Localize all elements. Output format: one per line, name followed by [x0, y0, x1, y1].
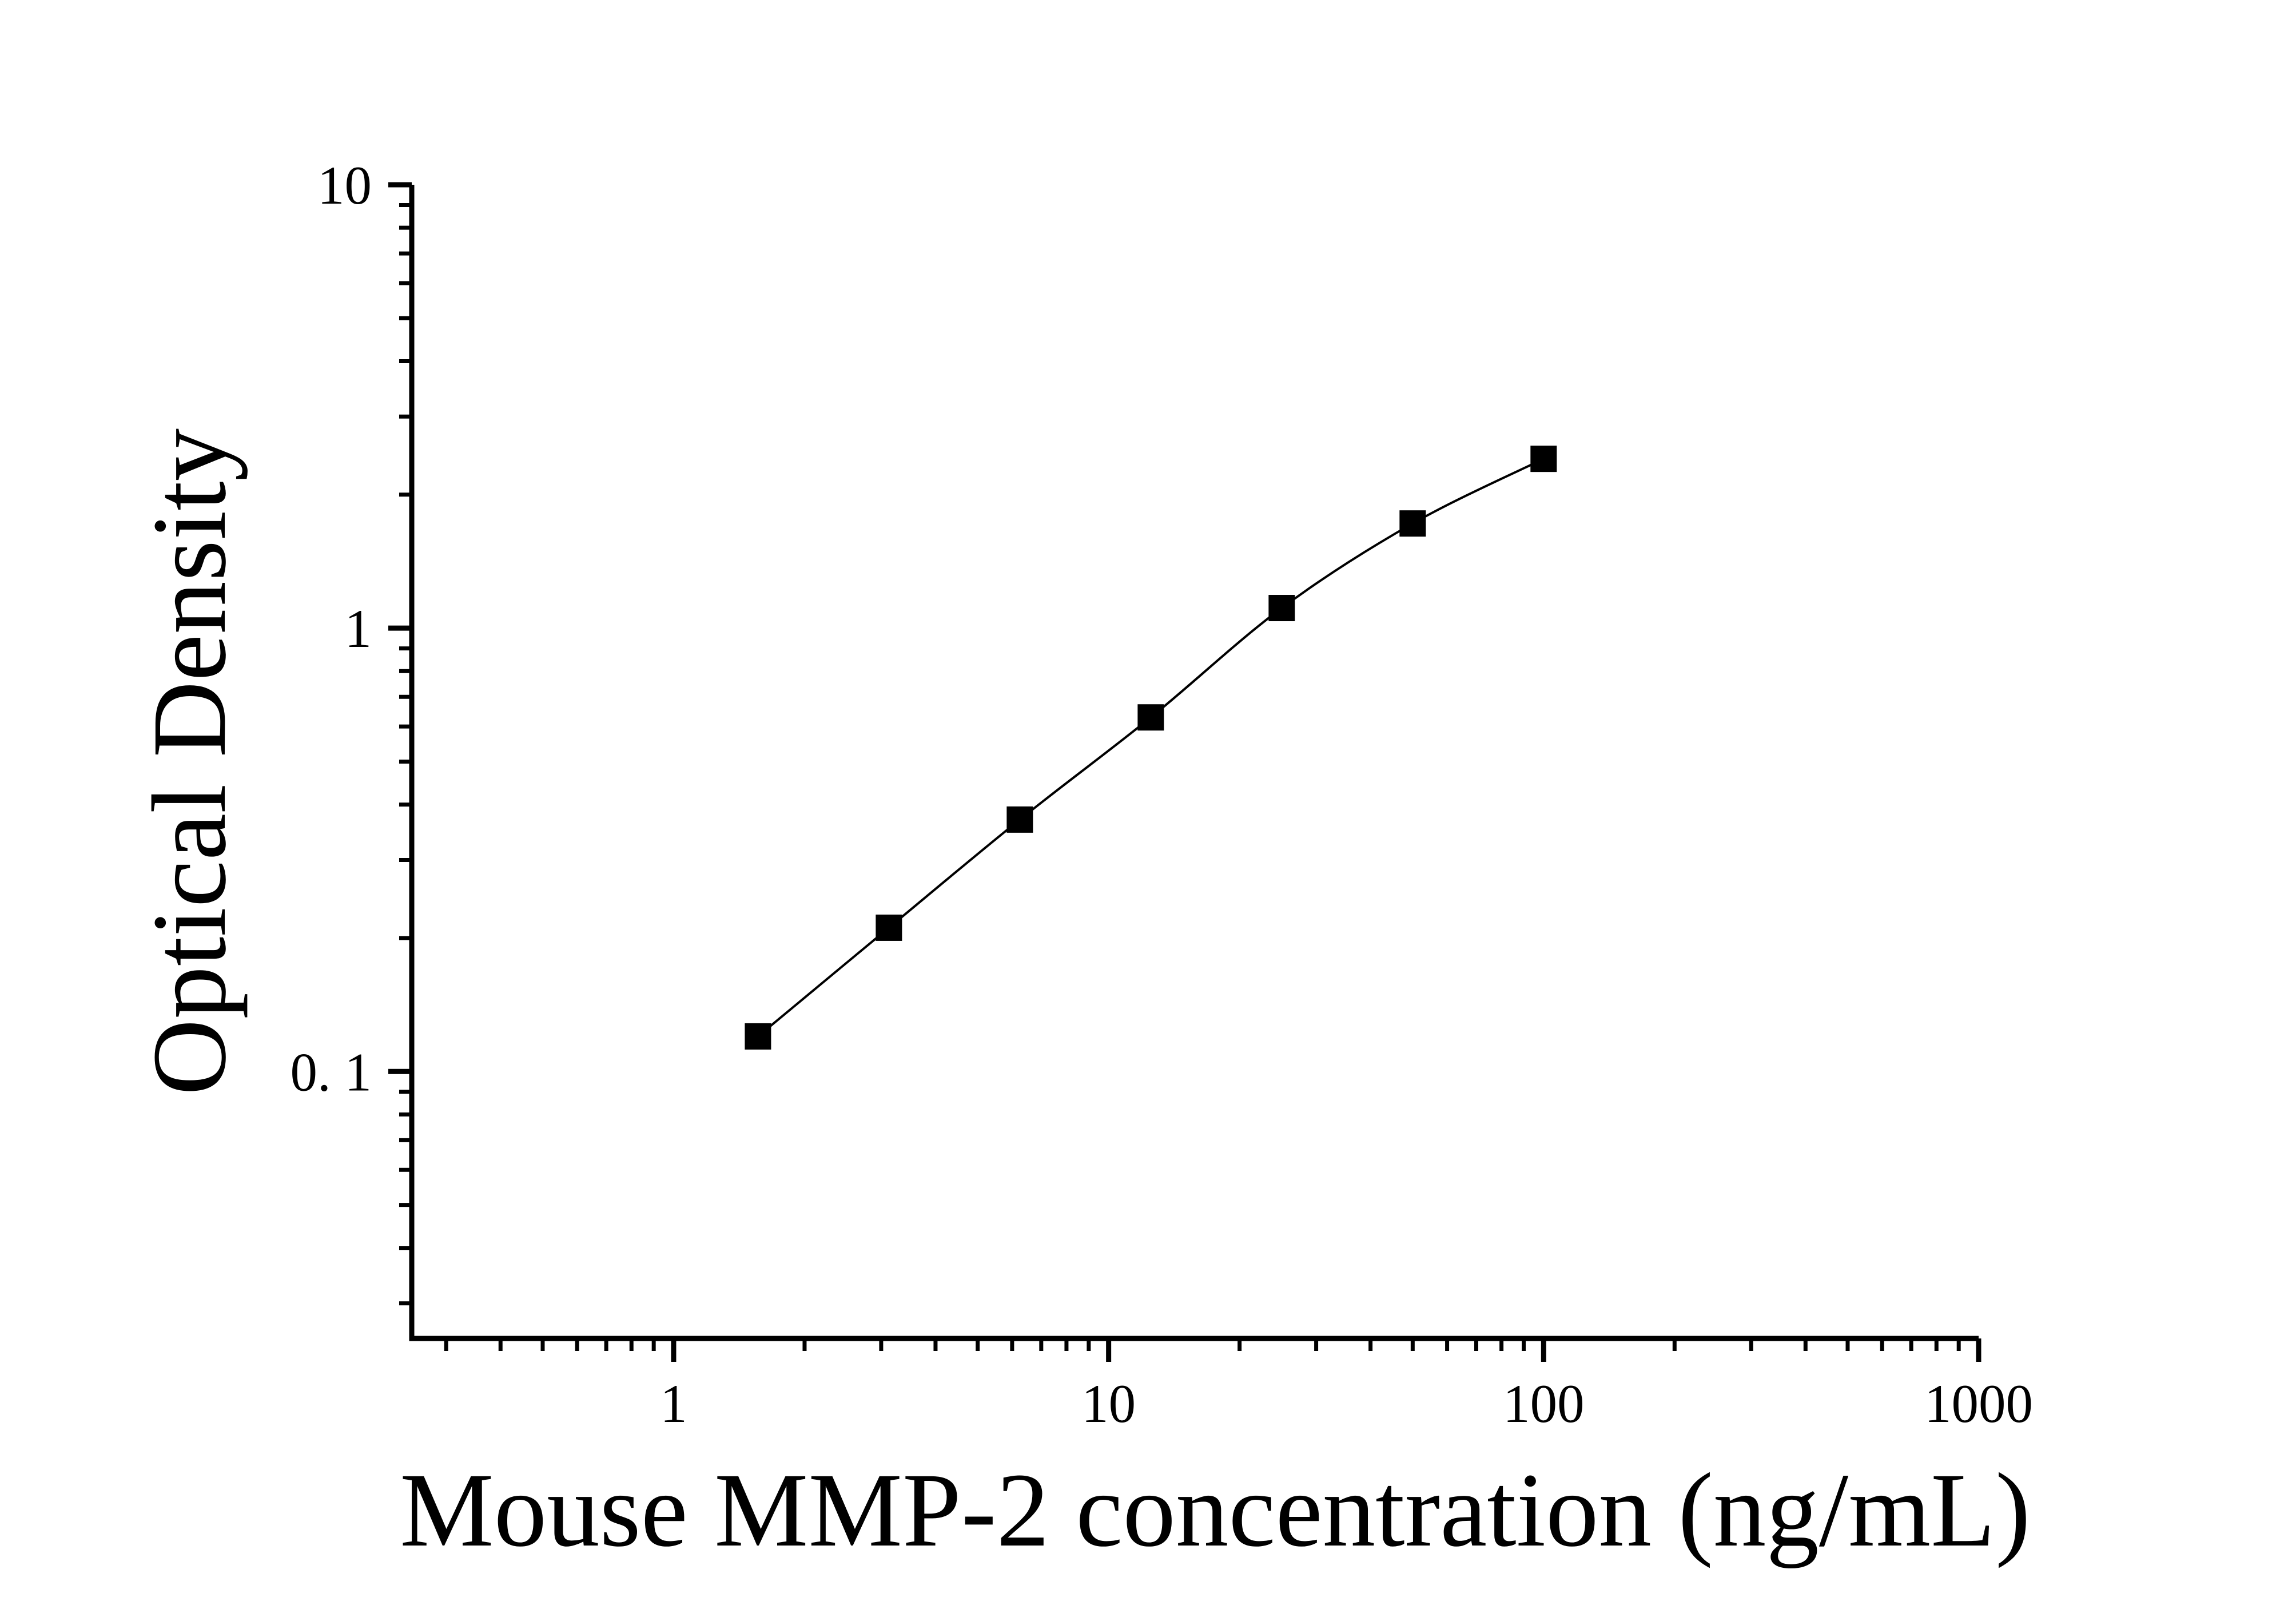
- data-point-marker: [1530, 446, 1557, 472]
- data-point-marker: [1268, 595, 1295, 622]
- data-point-marker: [1137, 704, 1164, 731]
- data-point-marker: [745, 1023, 771, 1050]
- y-tick-label: 1: [345, 598, 372, 659]
- axes-frame: [409, 185, 1979, 1341]
- data-point-marker: [876, 914, 902, 941]
- y-tick-label: 0. 1: [291, 1042, 372, 1102]
- x-tick-label: 100: [1503, 1373, 1585, 1434]
- x-tick-label: 1000: [1924, 1373, 2033, 1434]
- standard-curve-line: [757, 458, 1545, 1038]
- data-point-marker: [1399, 510, 1426, 537]
- y-axis-title: Optical Density: [131, 428, 248, 1095]
- x-tick-label: 1: [660, 1373, 687, 1434]
- data-point-marker: [1006, 806, 1033, 833]
- x-tick-label: 10: [1081, 1373, 1136, 1434]
- y-tick-label: 10: [317, 155, 372, 216]
- x-axis-title: Mouse MMP-2 concentration (ng/mL): [400, 1452, 2031, 1569]
